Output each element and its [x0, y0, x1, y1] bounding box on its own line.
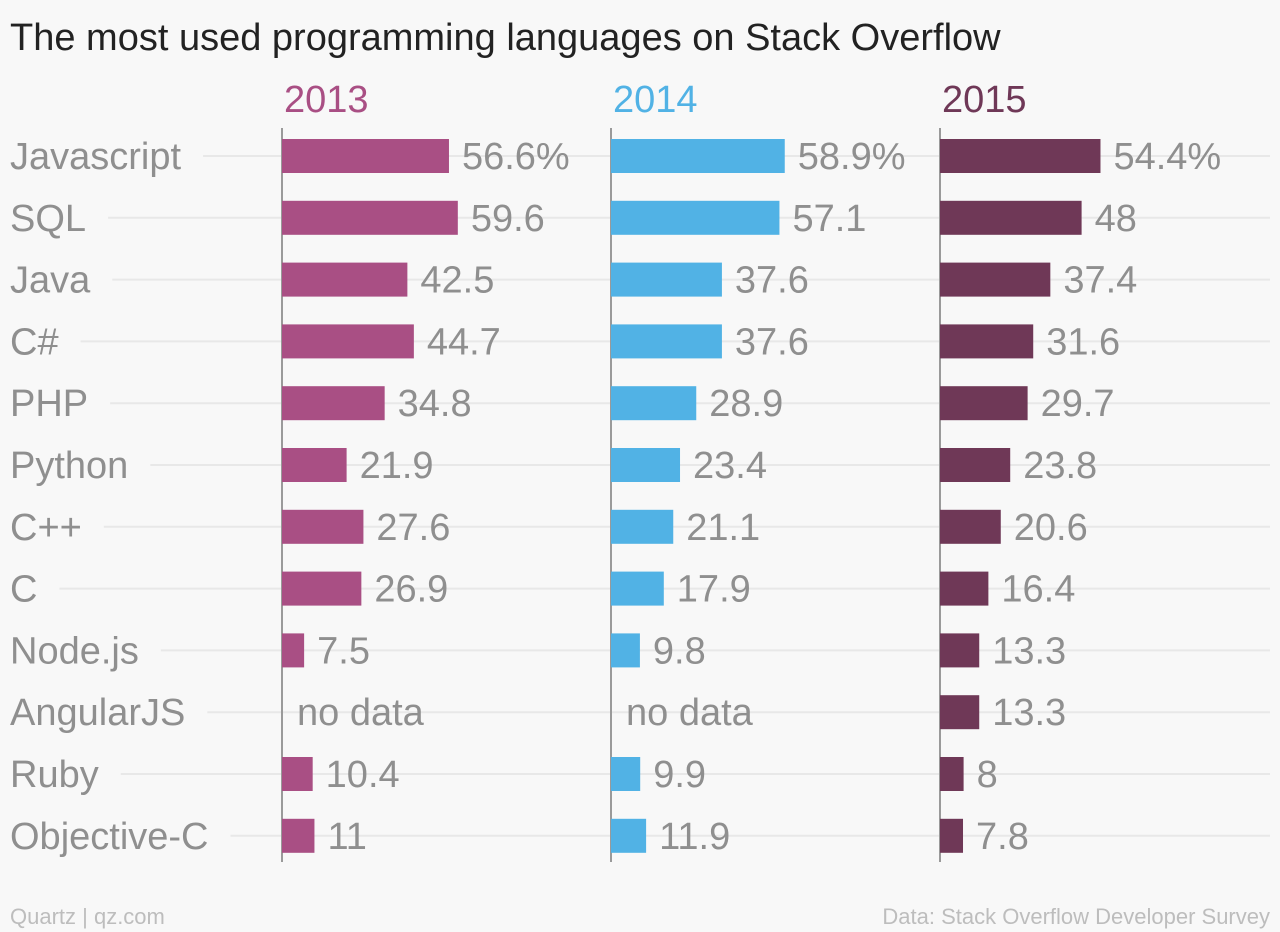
value-label: 59.6: [471, 198, 545, 240]
value-label: 21.1: [686, 507, 760, 549]
bars: [282, 139, 1101, 853]
bar: [611, 757, 641, 791]
value-label: 16.4: [1001, 569, 1075, 611]
bar: [940, 139, 1101, 173]
row-label: C++: [10, 507, 82, 549]
no-data-label: no data: [297, 692, 425, 734]
value-label: 9.8: [653, 630, 706, 672]
bar: [282, 262, 408, 297]
value-label: 11: [327, 816, 366, 858]
row-label: AngularJS: [10, 692, 185, 734]
bar: [940, 324, 1034, 359]
source-credit: Quartz | qz.com: [10, 904, 165, 929]
bar: [940, 386, 1028, 421]
column-header-2014: 2014: [613, 79, 698, 121]
value-label: 34.8: [398, 383, 472, 425]
value-label: 28.9: [709, 383, 783, 425]
value-label: 23.4: [693, 445, 767, 487]
value-label: 27.6: [376, 507, 450, 549]
value-label: 58.9%: [798, 136, 906, 178]
row-label: Java: [10, 260, 91, 302]
bar: [611, 200, 780, 235]
value-label: 8: [977, 754, 998, 796]
value-label: 10.4: [326, 754, 400, 796]
value-label: 23.8: [1023, 445, 1097, 487]
bar: [940, 757, 964, 791]
bar: [282, 571, 362, 606]
column-header-2015: 2015: [942, 79, 1027, 121]
value-label: 7.8: [976, 816, 1029, 858]
value-label: 48: [1095, 198, 1137, 240]
bar: [940, 200, 1082, 235]
value-label: 17.9: [677, 569, 751, 611]
bar: [282, 386, 385, 421]
bar: [611, 509, 674, 544]
bar: [611, 324, 722, 359]
bar: [940, 695, 980, 730]
row-label: Objective-C: [10, 816, 209, 858]
value-label: 11.9: [659, 816, 730, 858]
value-label: 7.5: [317, 630, 370, 672]
value-label: 31.6: [1046, 321, 1120, 363]
bar: [282, 139, 449, 173]
value-label: 37.6: [735, 260, 809, 302]
value-label: 54.4%: [1113, 136, 1221, 178]
row-label: PHP: [10, 383, 88, 425]
row-label: Ruby: [10, 754, 99, 796]
bar: [611, 139, 785, 173]
value-label: 44.7: [427, 321, 501, 363]
bar: [282, 324, 414, 359]
row-label: C: [10, 569, 37, 611]
bar: [611, 386, 697, 421]
labels: Javascript SQL Java C# PHP Python C++ C Node.js A…: [10, 79, 1221, 858]
value-label: 26.9: [374, 569, 448, 611]
bar: [940, 571, 989, 606]
row-label: C#: [10, 321, 59, 363]
row-label: SQL: [10, 198, 86, 240]
value-label: 57.1: [792, 198, 866, 240]
no-data-label: no data: [626, 692, 754, 734]
row-label: Javascript: [10, 136, 181, 178]
bar: [282, 818, 315, 853]
value-label: 37.4: [1063, 260, 1137, 302]
bar: [282, 509, 364, 544]
chart-title: The most used programming languages on S…: [10, 17, 1001, 59]
bar: [282, 633, 305, 668]
bar: [282, 757, 313, 791]
row-label: Python: [10, 445, 128, 487]
bar: [611, 571, 664, 606]
column-axes: [281, 128, 941, 862]
bar: [940, 509, 1001, 544]
value-label: 13.3: [992, 692, 1066, 734]
column-header-2013: 2013: [284, 79, 369, 121]
value-label: 20.6: [1014, 507, 1088, 549]
bar: [940, 262, 1051, 297]
value-label: 42.5: [420, 260, 494, 302]
value-label: 9.9: [653, 754, 706, 796]
bar: [611, 818, 647, 853]
value-label: 29.7: [1041, 383, 1115, 425]
bar: [282, 200, 458, 235]
value-label: 13.3: [992, 630, 1066, 672]
data-source: Data: Stack Overflow Developer Survey: [882, 904, 1270, 929]
row-label: Node.js: [10, 630, 139, 672]
bar: [940, 633, 980, 668]
bar: [611, 633, 640, 668]
value-label: 21.9: [360, 445, 434, 487]
value-label: 56.6%: [462, 136, 570, 178]
value-label: 37.6: [735, 321, 809, 363]
bar: [940, 818, 964, 853]
bar: [611, 262, 722, 297]
bar: [611, 448, 681, 482]
bar: [282, 448, 347, 482]
bar: [940, 448, 1011, 482]
